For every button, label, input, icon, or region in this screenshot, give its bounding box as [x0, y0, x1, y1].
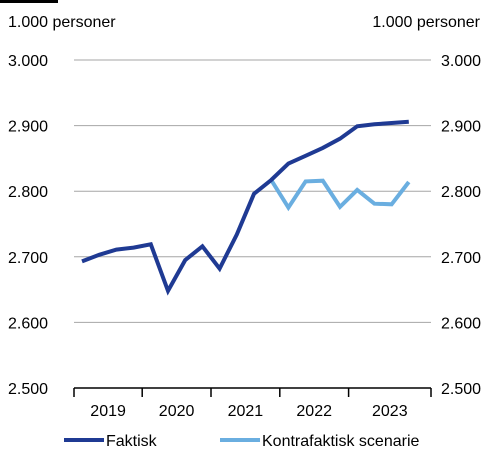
- y-tick-label-right: 2.700: [441, 250, 481, 267]
- series-lines: [81, 119, 411, 296]
- gridlines: [74, 59, 431, 323]
- x-axis: [73, 387, 432, 397]
- y-tick-label-right: 2.800: [441, 184, 481, 201]
- y-tick-label-right: 2.900: [441, 119, 481, 136]
- y-tick-label-left: 2.500: [8, 381, 48, 398]
- legend: Faktisk Kontrafaktisk scenarie: [64, 433, 420, 450]
- right-unit-label: 1.000 personer: [372, 14, 480, 31]
- series-line-faktisk: [81, 119, 409, 296]
- x-tick-label: 2019: [90, 403, 126, 420]
- y-tick-label-left: 3.000: [8, 53, 48, 70]
- x-tick-label: 2021: [228, 403, 264, 420]
- x-tick-label: 2020: [159, 403, 195, 420]
- x-tick-label: 2022: [296, 403, 332, 420]
- left-unit-label: 1.000 personer: [8, 14, 116, 31]
- legend-label-faktisk: Faktisk: [106, 433, 158, 450]
- y-tick-label-right: 2.600: [441, 315, 481, 332]
- y-tick-label-left: 2.900: [8, 119, 48, 136]
- y-tick-label-right: 2.500: [441, 381, 481, 398]
- y-tick-labels: 3.000 3.000 2.900 2.900 2.800 2.800 2.700 2.700…: [8, 53, 481, 398]
- x-tick-label: 2023: [372, 403, 408, 420]
- legend-label-kontrafaktisk: Kontrafaktisk scenarie: [262, 433, 420, 450]
- header-fragment: [0, 0, 58, 3]
- y-tick-label-right: 3.000: [441, 53, 481, 70]
- x-tick-labels: 2019 2020 2021 2022 2023: [90, 403, 407, 420]
- y-tick-label-left: 2.600: [8, 315, 48, 332]
- y-tick-label-left: 2.800: [8, 184, 48, 201]
- y-tick-label-left: 2.700: [8, 250, 48, 267]
- series-line-kontrafaktisk: [269, 178, 411, 212]
